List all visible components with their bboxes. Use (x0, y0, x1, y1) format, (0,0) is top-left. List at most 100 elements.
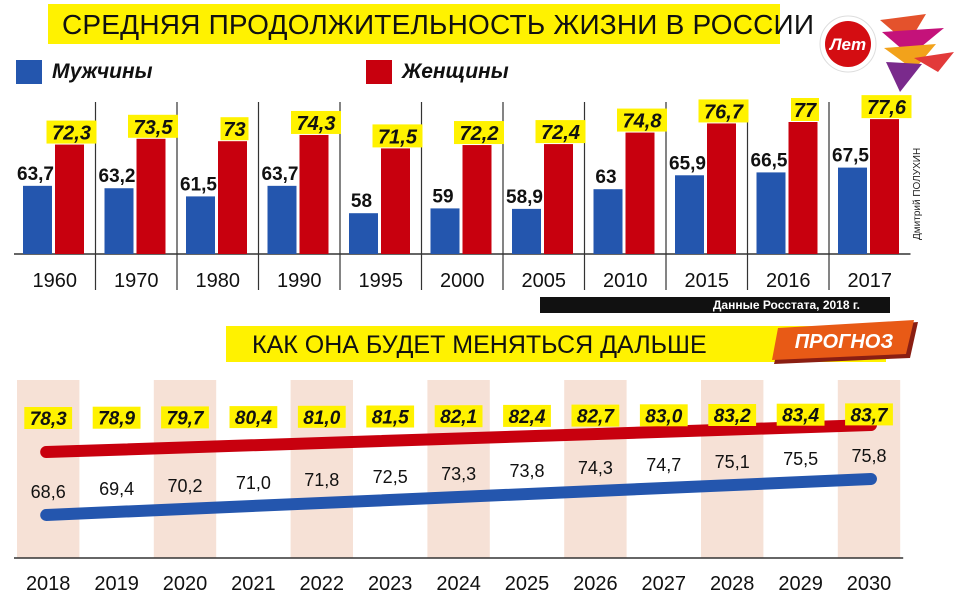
logo-wing-orange (880, 14, 926, 44)
logo-wing-purple (886, 62, 922, 92)
forecast-women-label-2027: 83,0 (645, 406, 682, 427)
logo-badge (825, 21, 871, 67)
forecast-women-label-2029: 83,4 (782, 406, 819, 427)
forecast-women-label-2030: 83,7 (851, 405, 889, 426)
logo-wing-yellow (884, 44, 936, 70)
forecast-men-label-2024: 73,3 (441, 464, 476, 484)
bar-x-tick-1980: 1980 (196, 270, 241, 292)
bar-women-2017 (870, 119, 899, 255)
forecast-men-label-2029: 75,5 (783, 449, 818, 469)
bar-men-1980 (186, 196, 215, 254)
bar-women-2000 (462, 145, 492, 254)
bar-x-tick-2010: 2010 (603, 270, 648, 292)
forecast-x-tick-2019: 2019 (94, 573, 139, 595)
forecast-badge-label: ПРОГНОЗ (795, 331, 894, 353)
forecast-women-label-2018-highlight (24, 407, 73, 429)
bar-x-tick-2000: 2000 (440, 270, 485, 292)
bar-men-label-1960: 63,7 (17, 164, 54, 185)
bar-women-1970 (136, 138, 166, 254)
bar-men-1970 (104, 188, 134, 254)
bar-x-tick-2017: 2017 (848, 270, 893, 292)
bar-x-tick-2016: 2016 (766, 270, 811, 292)
bar-men-label-1980: 61,5 (180, 174, 217, 195)
bar-men-2016 (756, 172, 786, 254)
bar-women-label-1960: 72,3 (52, 123, 91, 145)
bar-men-label-1990: 63,7 (262, 164, 299, 185)
forecast-column-shade-2018 (17, 380, 80, 558)
forecast-women-label-2018: 78,3 (30, 409, 67, 430)
forecast-men-label-2030: 75,8 (851, 446, 886, 466)
bar-x-tick-1995: 1995 (359, 270, 404, 292)
bar-women-label-2017: 77,6 (867, 97, 907, 119)
forecast-x-tick-2027: 2027 (642, 573, 687, 595)
forecast-men-label-2018: 68,6 (31, 482, 66, 502)
forecast-women-label-2028: 83,2 (714, 406, 751, 427)
forecast-x-tick-2020: 2020 (163, 573, 208, 595)
legend-men-swatch (16, 60, 42, 84)
bar-women-label-2000-highlight (454, 121, 504, 145)
forecast-x-tick-2029: 2029 (778, 573, 823, 595)
forecast-women-label-2023-highlight (366, 405, 415, 428)
bar-women-label-2005-highlight (535, 120, 586, 144)
forecast-men-label-2023: 72,5 (373, 467, 408, 487)
forecast-x-tick-2024: 2024 (436, 573, 481, 595)
bar-women-label-2016-highlight (791, 98, 819, 121)
bar-women-label-1990: 74,3 (297, 113, 336, 135)
forecast-men-label-2027: 74,7 (646, 455, 681, 475)
bar-men-label-2005: 58,9 (506, 187, 543, 208)
forecast-title: КАК ОНА БУДЕТ МЕНЯТЬСЯ ДАЛЬШЕ (252, 331, 707, 359)
bar-men-label-2000: 59 (432, 186, 453, 207)
bar-women-1995 (381, 148, 410, 254)
bar-women-label-2010: 74,8 (623, 111, 663, 133)
bar-women-label-1990-highlight (291, 110, 341, 134)
forecast-women-label-2030-highlight (845, 403, 893, 426)
forecast-women-label-2023: 81,5 (372, 408, 409, 429)
bar-men-label-1995: 58 (351, 191, 372, 212)
bar-women-label-1980: 73 (223, 119, 245, 141)
forecast-badge-shape (772, 320, 914, 360)
forecast-women-label-2024: 82,1 (440, 407, 477, 428)
publisher-logo: Лет (819, 14, 954, 92)
bar-men-2017 (838, 167, 867, 254)
bar-men-2015 (675, 175, 704, 254)
source-note-bar: Данные Росстата, 2018 г. (540, 297, 890, 313)
forecast-x-tick-2023: 2023 (368, 573, 413, 595)
bar-women-1990 (299, 134, 329, 254)
bar-women-2005 (544, 144, 573, 254)
source-note: Данные Росстата, 2018 г. (712, 298, 860, 312)
forecast-women-label-2024-highlight (434, 405, 483, 428)
forecast-x-tick-2026: 2026 (573, 573, 618, 595)
bar-women-label-1980-highlight (220, 117, 249, 141)
bar-men-2000 (430, 208, 460, 254)
forecast-men-label-2020: 70,2 (167, 476, 202, 496)
bar-women-label-2015-highlight (698, 99, 749, 123)
bar-x-tick-1960: 1960 (33, 270, 78, 292)
bar-women-label-1970: 73,5 (134, 117, 174, 139)
bar-women-1960 (55, 144, 84, 254)
legend-men-label: Мужчины (52, 60, 153, 83)
bar-women-1980 (218, 141, 247, 254)
bar-men-2005 (512, 208, 541, 254)
forecast-women-label-2025-highlight (503, 404, 551, 427)
forecast-women-label-2021-highlight (229, 406, 278, 429)
bar-women-label-2005: 72,4 (541, 122, 580, 144)
forecast-line-women (40, 419, 877, 458)
bar-women-label-2015: 76,7 (704, 101, 744, 123)
forecast-x-tick-2021: 2021 (231, 573, 276, 595)
forecast-badge: ПРОГНОЗ (772, 320, 918, 364)
forecast-men-label-2021: 71,0 (236, 473, 271, 493)
page-title: СРЕДНЯЯ ПРОДОЛЖИТЕЛЬНОСТЬ ЖИЗНИ В РОССИИ (62, 9, 815, 40)
legend-women-swatch (366, 60, 392, 84)
forecast-x-tick-2022: 2022 (300, 573, 345, 595)
forecast-men-label-2028: 75,1 (715, 452, 750, 472)
bar-women-label-2017-highlight (861, 95, 912, 119)
bar-women-label-1995: 71,5 (378, 126, 418, 148)
bar-men-label-2015: 65,9 (669, 153, 706, 174)
forecast-line-men (40, 473, 877, 521)
bar-women-label-2000: 72,2 (460, 123, 499, 145)
bar-women-label-2016: 77 (794, 100, 817, 122)
bar-men-label-2016: 66,5 (751, 150, 788, 171)
forecast-men-label-2026: 74,3 (578, 458, 613, 478)
bar-x-tick-2015: 2015 (685, 270, 730, 292)
forecast-women-label-2022-highlight (297, 405, 346, 428)
